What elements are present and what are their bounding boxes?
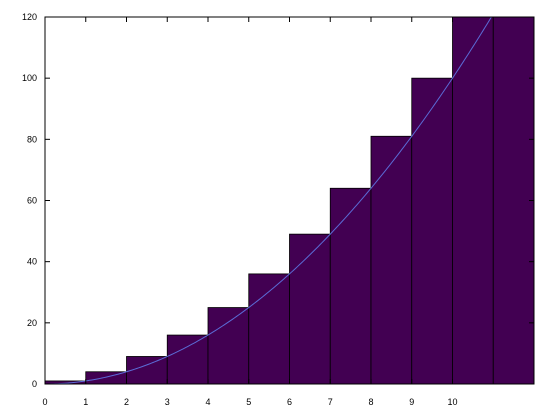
x-tick-label-0: 0 bbox=[42, 397, 47, 407]
y-tick-label-40: 40 bbox=[27, 257, 37, 267]
x-tick-label-6: 6 bbox=[287, 397, 292, 407]
x-tick-label-5: 5 bbox=[246, 397, 251, 407]
x-tick-label-7: 7 bbox=[328, 397, 333, 407]
bar-4 bbox=[207, 307, 250, 385]
y-tick-label-80: 80 bbox=[27, 134, 37, 144]
y-tick-label-0: 0 bbox=[32, 379, 37, 389]
x-tick-label-9: 9 bbox=[409, 397, 414, 407]
x-tick-label-1: 1 bbox=[83, 397, 88, 407]
y-tick-label-100: 100 bbox=[22, 73, 37, 83]
plot-frame bbox=[44, 16, 535, 385]
y-tick-label-120: 120 bbox=[22, 12, 37, 22]
x-tick-label-8: 8 bbox=[368, 397, 373, 407]
bar-10 bbox=[452, 16, 494, 385]
bar-11 bbox=[492, 16, 535, 385]
bar-9 bbox=[411, 77, 453, 385]
bar-5 bbox=[248, 273, 290, 385]
x-tick-labels: 0 1 2 3 4 5 6 7 8 9 10 bbox=[42, 397, 457, 407]
x-tick-label-10: 10 bbox=[447, 397, 457, 407]
bar-8 bbox=[370, 135, 413, 385]
x-tick-label-2: 2 bbox=[124, 397, 129, 407]
bar-2 bbox=[126, 356, 168, 385]
bar-6 bbox=[289, 233, 331, 385]
y-tick-label-20: 20 bbox=[27, 318, 37, 328]
y-tick-label-60: 60 bbox=[27, 196, 37, 206]
y-tick-labels: 0 20 40 60 80 100 120 bbox=[22, 12, 37, 389]
bar-3 bbox=[166, 334, 209, 385]
x-tick-label-4: 4 bbox=[205, 397, 210, 407]
x-tick-label-3: 3 bbox=[165, 397, 170, 407]
bar-7 bbox=[329, 187, 372, 385]
series-line-x-squared bbox=[44, 17, 492, 385]
bars bbox=[44, 16, 535, 385]
